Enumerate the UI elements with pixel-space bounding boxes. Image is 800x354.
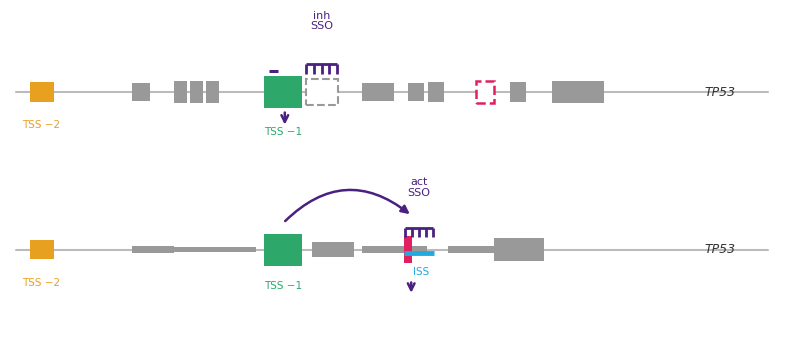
Bar bbox=[132, 246, 174, 253]
Bar bbox=[404, 236, 412, 263]
Text: TSS −1: TSS −1 bbox=[264, 127, 302, 137]
Bar bbox=[476, 81, 494, 103]
Bar bbox=[494, 238, 544, 261]
Bar bbox=[190, 247, 240, 252]
Bar bbox=[30, 240, 54, 259]
Bar bbox=[174, 81, 187, 103]
Bar bbox=[206, 81, 219, 103]
Text: TP53: TP53 bbox=[704, 86, 735, 98]
Bar bbox=[448, 246, 494, 253]
Text: TSS −2: TSS −2 bbox=[22, 120, 61, 130]
Bar bbox=[381, 246, 427, 253]
Bar bbox=[428, 82, 444, 102]
Text: act
SSO: act SSO bbox=[408, 177, 430, 198]
Bar bbox=[30, 82, 54, 102]
Bar bbox=[206, 247, 256, 252]
Bar bbox=[264, 76, 302, 108]
Text: ISS: ISS bbox=[413, 267, 429, 277]
Bar bbox=[132, 83, 150, 101]
Bar bbox=[552, 81, 604, 103]
Bar bbox=[362, 246, 403, 253]
FancyArrowPatch shape bbox=[285, 190, 408, 221]
Bar bbox=[312, 242, 354, 257]
Bar bbox=[408, 83, 424, 101]
Text: TSS −1: TSS −1 bbox=[264, 281, 302, 291]
Bar bbox=[510, 82, 526, 102]
Bar bbox=[362, 83, 394, 101]
Text: TP53: TP53 bbox=[704, 243, 735, 256]
Bar bbox=[264, 234, 302, 266]
Bar bbox=[306, 79, 338, 105]
Bar bbox=[190, 81, 203, 103]
Bar bbox=[174, 247, 224, 252]
Text: TSS −2: TSS −2 bbox=[22, 278, 61, 288]
Text: inh
SSO: inh SSO bbox=[310, 11, 333, 32]
